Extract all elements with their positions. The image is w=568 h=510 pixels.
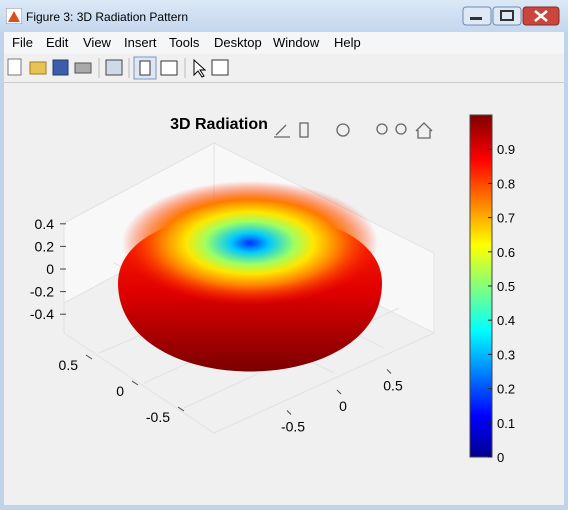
x-tick [131, 380, 139, 386]
x-tick [177, 406, 185, 412]
menu-item[interactable]: Tools [169, 35, 200, 50]
z-tick-label: -0.2 [30, 284, 54, 300]
y-tick [336, 389, 342, 395]
z-tick-label: 0.4 [35, 216, 55, 232]
menu-item[interactable]: View [83, 35, 111, 50]
icon [500, 10, 514, 21]
x-tick [85, 354, 93, 360]
colorbar-tick-label: 0.7 [497, 211, 515, 226]
z-tick-label: 0 [46, 261, 54, 277]
menu-bar: File Edit View Insert Tools Desktop Window Help [4, 32, 564, 54]
icon [139, 60, 151, 76]
x-tick-label: 0 [116, 383, 124, 399]
app-icon [6, 8, 22, 24]
chart-title: 3D Radiation [170, 116, 268, 133]
z-tick-label: 0.2 [35, 238, 55, 254]
colorbar-tick-label: 0 [497, 450, 504, 465]
print-icon[interactable] [74, 62, 92, 74]
new-icon[interactable] [7, 58, 22, 76]
menu-item[interactable]: Help [334, 35, 361, 50]
property-button[interactable] [211, 59, 229, 76]
axes-toolbar [274, 122, 433, 139]
y-tick [286, 410, 292, 415]
z-tick-label: -0.4 [30, 306, 54, 322]
x-tick-label: -0.5 [146, 409, 170, 425]
icon [534, 10, 548, 22]
colorbar-tick-label: 0.4 [497, 313, 515, 328]
colorbar-tick-label: 0.6 [497, 245, 515, 260]
colorbar-tick-label: 0.8 [497, 176, 515, 191]
menu-item[interactable]: Edit [46, 35, 69, 50]
toolbar [4, 54, 564, 83]
menu-item[interactable]: File [12, 35, 33, 50]
figure-canvas: 3D Radiation -0.4 -0.2 0 0.2 0.4 -0.5 0 0.5 -0.5… [4, 83, 564, 505]
colorbar-tick-label: 0.3 [497, 347, 515, 362]
pointer-button[interactable] [193, 58, 207, 78]
colorbar-tick-label: 0.2 [497, 382, 515, 397]
colorbar-tick-label: 0.1 [497, 416, 515, 431]
maximize-button[interactable] [492, 6, 522, 26]
menu-item[interactable]: Insert [124, 35, 157, 50]
y-tick-label: 0 [339, 398, 347, 414]
menu-item[interactable]: Desktop [214, 35, 262, 50]
y-tick [386, 369, 392, 374]
chart: 3D Radiation -0.4 -0.2 0 0.2 0.4 -0.5 0 0.5 -0.5… [30, 114, 515, 465]
minimize-button[interactable] [462, 6, 492, 26]
icon [470, 17, 482, 20]
open-icon[interactable] [29, 61, 47, 75]
colorbar-tick-label: 0.9 [497, 142, 515, 157]
x-tick-label: 0.5 [59, 357, 79, 373]
legend-button[interactable] [160, 60, 178, 76]
link-icon[interactable] [105, 59, 123, 76]
surface-top [122, 181, 378, 305]
window-title: Figure 3: 3D Radiation Pattern [26, 10, 189, 24]
menu-item[interactable]: Window [273, 35, 320, 50]
colorbar-tick-label: 0.5 [497, 279, 515, 294]
title-bar: Figure 3: 3D Radiation Pattern [0, 0, 568, 32]
save-icon[interactable] [52, 59, 69, 76]
toolbar-icons [7, 56, 229, 80]
y-tick-label: 0.5 [383, 378, 403, 394]
window-buttons[interactable] [462, 6, 562, 28]
y-tick-label: -0.5 [281, 419, 305, 435]
